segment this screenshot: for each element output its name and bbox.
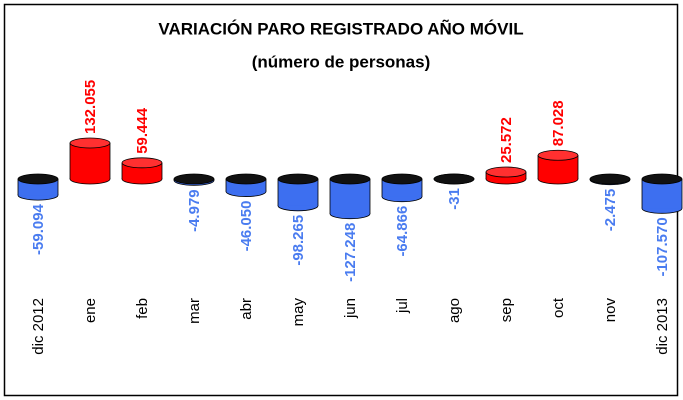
x-tick-label: dic 2013 — [654, 298, 671, 355]
x-tick-label: jun — [342, 298, 359, 319]
x-tick-label: ago — [446, 298, 463, 323]
bar-top — [225, 173, 267, 185]
bar-top — [329, 173, 371, 185]
x-tick-label: oct — [550, 297, 567, 318]
value-label: -2.475 — [602, 189, 619, 232]
bar-top — [277, 173, 319, 185]
value-label: -127.248 — [342, 223, 359, 282]
x-tick-label: may — [290, 298, 307, 327]
bar-top — [641, 173, 683, 185]
value-label: 59.444 — [134, 107, 151, 154]
bar-top — [381, 173, 423, 185]
value-label: 132.055 — [82, 80, 99, 134]
x-tick-label: mar — [186, 298, 203, 324]
x-tick-label: dic 2012 — [30, 298, 47, 355]
x-tick-label: jul — [394, 298, 411, 314]
chart-title: VARIACIÓN PARO REGISTRADO AÑO MÓVIL — [158, 18, 523, 38]
value-label: -64.866 — [394, 206, 411, 257]
bar — [70, 143, 110, 179]
value-label: -98.265 — [290, 215, 307, 266]
bar-top — [121, 157, 163, 169]
x-tick-label: ene — [82, 298, 99, 323]
value-label: 25.572 — [498, 117, 515, 163]
value-label: -59.094 — [30, 203, 47, 255]
x-tick-label: nov — [602, 298, 619, 323]
bar — [538, 155, 578, 179]
bar-top — [69, 137, 111, 149]
bar-top — [589, 173, 631, 185]
x-tick-label: sep — [498, 298, 515, 322]
value-label: -4.979 — [186, 189, 203, 232]
bar — [330, 179, 370, 214]
x-tick-label: abr — [238, 298, 255, 320]
bar-top — [433, 173, 475, 185]
value-label: -107.570 — [654, 217, 671, 276]
x-tick-label: feb — [134, 298, 151, 319]
bar-top — [485, 166, 527, 178]
value-label: -31 — [446, 188, 463, 210]
bar-top — [17, 173, 59, 185]
chart-subtitle: (número de personas) — [252, 52, 431, 71]
value-label: 87.028 — [550, 100, 567, 146]
value-label: -46.050 — [238, 201, 255, 252]
bar-top — [173, 173, 215, 185]
bar-top — [537, 149, 579, 161]
